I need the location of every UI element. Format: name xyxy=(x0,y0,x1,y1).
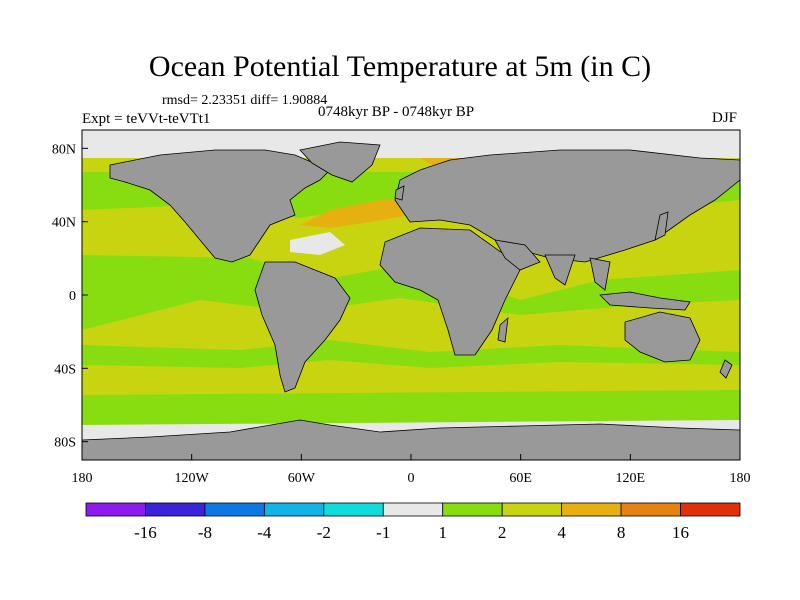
x-tick-label: 60W xyxy=(288,471,316,486)
colorbar-box xyxy=(204,502,265,517)
y-tick-label: 80N xyxy=(52,142,76,157)
colorbar-label: -4 xyxy=(257,523,272,542)
x-tick-label: 0 xyxy=(408,471,415,486)
colorbar-label: 8 xyxy=(617,523,626,542)
colorbar-box xyxy=(85,502,146,517)
colorbar-label: 16 xyxy=(672,523,689,542)
x-tick-label: 180 xyxy=(730,471,751,486)
x-tick-label: 120W xyxy=(175,471,210,486)
colorbar-box xyxy=(145,502,206,517)
land-india xyxy=(544,254,576,286)
land-uk xyxy=(394,185,405,201)
land-antarctica xyxy=(82,419,740,460)
land-southeast-asia xyxy=(589,257,611,291)
land-australia xyxy=(624,311,701,363)
colorbar-box xyxy=(561,502,622,517)
y-tick-label: 80S xyxy=(54,436,76,451)
land-masses xyxy=(82,141,740,460)
land-africa xyxy=(379,227,521,356)
near-zero-subtropical-atlantic xyxy=(290,232,345,255)
season-label: DJF xyxy=(712,110,738,126)
colorbar-label: -16 xyxy=(134,523,157,542)
colorbar-label: -1 xyxy=(376,523,390,542)
y-tick-label: 40N xyxy=(52,216,76,231)
colorbar-labels: -16 -8 -4 -2 -1 1 2 4 8 16 xyxy=(134,523,689,542)
anomaly-band-south-mid xyxy=(82,340,740,368)
colorbar-label: 2 xyxy=(498,523,507,542)
anomaly-band-southern-ocean xyxy=(82,390,740,430)
land-north-america xyxy=(109,149,331,263)
x-tick-label: 180 xyxy=(72,471,93,486)
x-tick-label: 120E xyxy=(616,471,646,486)
land-japan xyxy=(654,211,669,241)
anomaly-patch-north-atlantic xyxy=(300,198,420,228)
land-arabia xyxy=(494,239,541,271)
land-greenland xyxy=(299,141,381,183)
land-eurasia xyxy=(394,149,740,263)
land-madagascar xyxy=(497,317,509,343)
y-tick-label: 0 xyxy=(69,289,76,304)
anomaly-band-equatorial xyxy=(82,255,740,330)
rmsd-diff-stats: rmsd= 2.23351 diff= 1.90884 xyxy=(162,93,328,108)
y-axis-ticks: 80N 40N 0 40S 80S xyxy=(52,142,88,451)
period-label: 0748kyr BP - 0748kyr BP xyxy=(318,104,475,120)
x-axis-ticks: 180 120W 60W 0 60E 120E 180 xyxy=(72,454,751,486)
y-tick-label: 40S xyxy=(54,362,76,377)
map-area xyxy=(82,130,740,460)
land-indonesia xyxy=(599,291,691,311)
colorbar-box xyxy=(501,502,563,517)
colorbar xyxy=(85,502,741,517)
land-new-zealand xyxy=(719,359,733,379)
colorbar-box xyxy=(680,502,741,517)
colorbar-box xyxy=(620,502,681,517)
colorbar-box xyxy=(442,502,503,517)
x-tick-label: 60E xyxy=(509,471,532,486)
colorbar-label: -2 xyxy=(317,523,331,542)
colorbar-box xyxy=(323,502,384,517)
colorbar-box xyxy=(263,502,325,517)
colorbar-label: 1 xyxy=(438,523,447,542)
experiment-label: Expt = teVVt-teVTt1 xyxy=(82,111,211,127)
colorbar-label: -8 xyxy=(198,523,212,542)
colorbar-box xyxy=(382,502,444,517)
chart-title: Ocean Potential Temperature at 5m (in C) xyxy=(148,50,652,83)
land-south-america xyxy=(254,261,351,393)
colorbar-label: 4 xyxy=(557,523,566,542)
